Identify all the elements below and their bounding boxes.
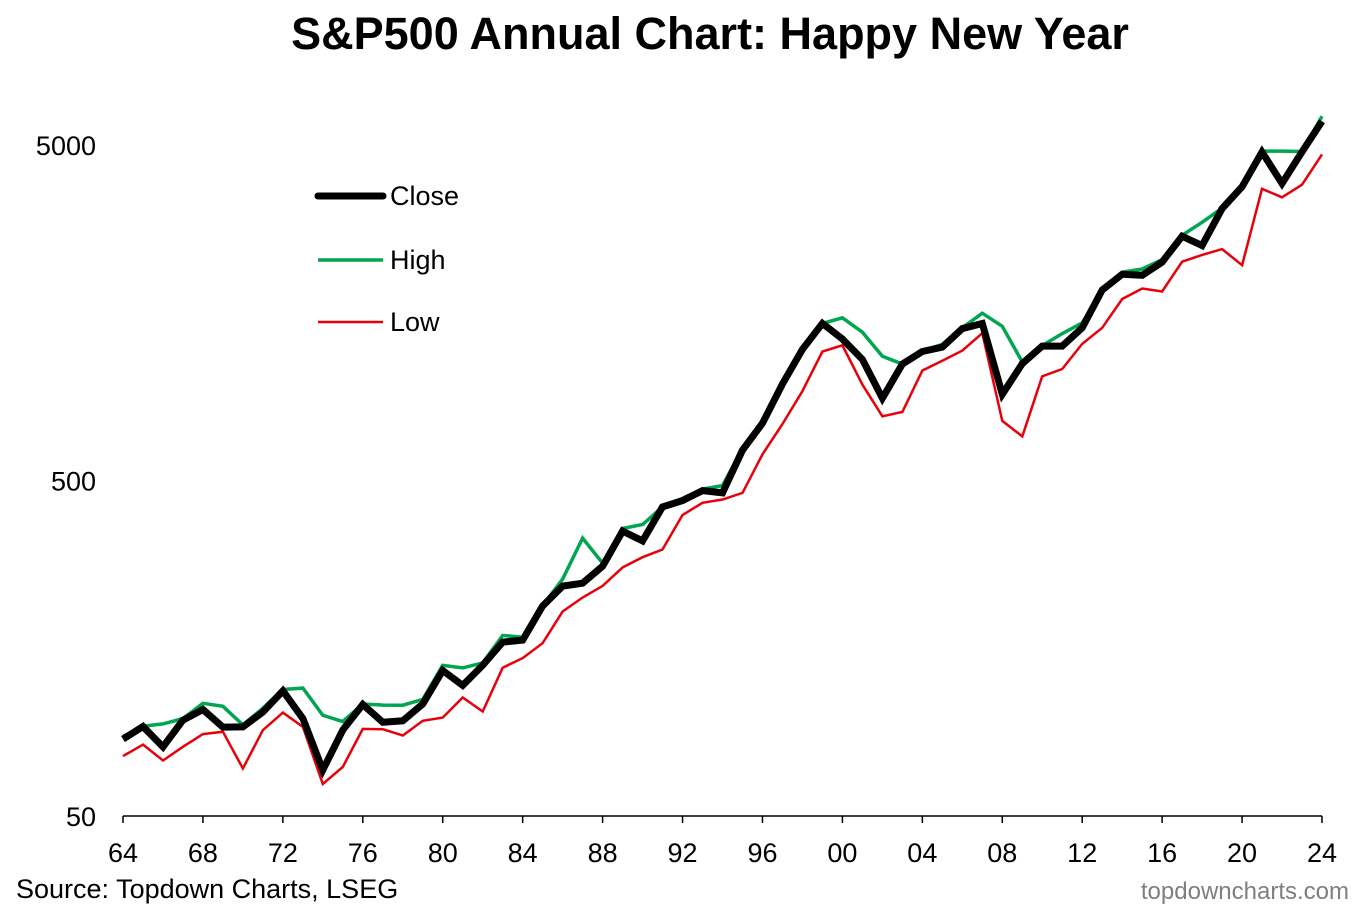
y-tick-label: 500 — [51, 467, 96, 497]
x-tick-label: 12 — [1067, 838, 1097, 868]
x-tick-label: 08 — [987, 838, 1017, 868]
watermark-text: topdowncharts.com — [1140, 878, 1349, 905]
source-note: Source: Topdown Charts, LSEG — [16, 874, 399, 904]
x-tick-label: 16 — [1147, 838, 1177, 868]
x-tick-label: 24 — [1307, 838, 1337, 868]
x-tick-label: 04 — [907, 838, 937, 868]
x-tick-label: 00 — [827, 838, 857, 868]
legend-label-close: Close — [390, 181, 459, 211]
legend: Close High Low — [314, 181, 459, 337]
y-tick-label: 50 — [66, 802, 96, 832]
x-tick-label: 88 — [588, 838, 618, 868]
x-tick-label: 96 — [747, 838, 777, 868]
legend-label-high: High — [390, 245, 446, 275]
x-tick-label: 92 — [668, 838, 698, 868]
axes: 64 68 72 76 80 84 88 92 96 00 04 08 12 16 20 24 5000 500 5… — [36, 131, 1337, 868]
x-tick-label: 68 — [188, 838, 218, 868]
x-tick-label: 80 — [428, 838, 458, 868]
y-tick-label: 5000 — [36, 131, 96, 161]
x-tick-label: 84 — [508, 838, 538, 868]
series-line-low — [122, 153, 1324, 787]
x-tick-label: 64 — [108, 838, 138, 868]
series-line-close — [121, 119, 1325, 779]
series-line-high — [122, 115, 1324, 739]
chart-title: S&P500 Annual Chart: Happy New Year — [291, 8, 1129, 59]
x-tick-label: 72 — [268, 838, 298, 868]
x-tick-label: 76 — [348, 838, 378, 868]
series-layer — [121, 115, 1325, 787]
legend-label-low: Low — [390, 307, 440, 337]
x-tick-label: 20 — [1227, 838, 1257, 868]
